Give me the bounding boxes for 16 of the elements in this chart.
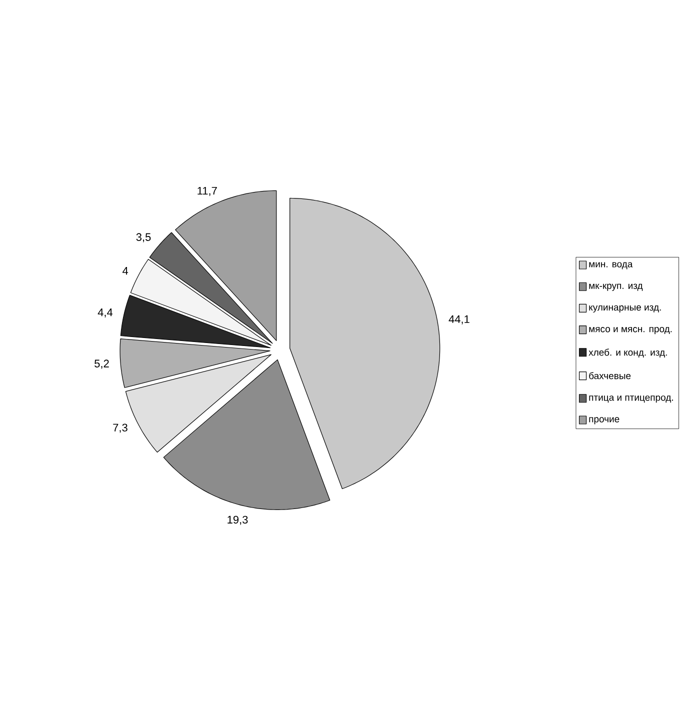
legend-label: мк-круп. изд [589,284,643,291]
data-label: 4 [122,267,128,275]
data-label: 7,3 [113,424,128,433]
data-label: 11,7 [198,186,217,196]
legend-label: прочие [589,417,620,424]
legend-label: кулинарные изд. [589,305,661,313]
legend-label: мясо и мясн. прод. [589,327,672,334]
data-label: 3,5 [136,233,151,242]
data-label: 5,2 [94,360,109,369]
data-label: 19,3 [228,516,248,525]
data-label: 4,4 [98,308,113,318]
data-label: 44,1 [448,315,470,324]
legend-label: птица и птицепрод. [589,396,673,403]
legend-label: хлеб. и конд. изд. [588,348,667,358]
legend-label: мин. вода [589,262,633,270]
legend-label: бахчевые [589,372,631,380]
